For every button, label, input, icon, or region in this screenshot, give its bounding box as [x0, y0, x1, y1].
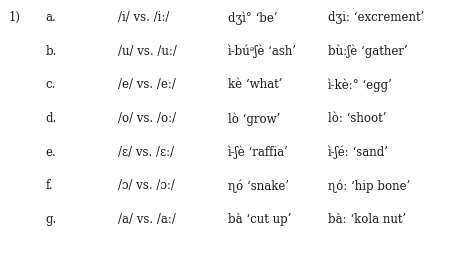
Text: bàː ‘kola nut’: bàː ‘kola nut’: [328, 213, 406, 226]
Text: /i/ vs. /iː/: /i/ vs. /iː/: [118, 11, 170, 24]
Text: g.: g.: [46, 213, 57, 226]
Text: bùːʃè ‘gather’: bùːʃè ‘gather’: [328, 45, 407, 58]
Text: ì-kèː° ‘egg’: ì-kèː° ‘egg’: [328, 78, 393, 92]
Text: ɳóː ‘hip bone’: ɳóː ‘hip bone’: [328, 179, 410, 193]
Text: ì-ʃéː ‘sand’: ì-ʃéː ‘sand’: [328, 146, 389, 159]
Text: e.: e.: [46, 146, 56, 158]
Text: d.: d.: [46, 112, 57, 125]
Text: bà ‘cut up’: bà ‘cut up’: [228, 213, 291, 226]
Text: a.: a.: [46, 11, 56, 24]
Text: /ɔ/ vs. /ɔː/: /ɔ/ vs. /ɔː/: [118, 179, 175, 192]
Text: lòː ‘shoot’: lòː ‘shoot’: [328, 112, 386, 125]
Text: /ɛ/ vs. /ɛː/: /ɛ/ vs. /ɛː/: [118, 146, 174, 158]
Text: lò ‘grow’: lò ‘grow’: [228, 112, 280, 125]
Text: 1): 1): [9, 11, 21, 24]
Text: /a/ vs. /aː/: /a/ vs. /aː/: [118, 213, 176, 226]
Text: /o/ vs. /oː/: /o/ vs. /oː/: [118, 112, 177, 125]
Text: dʒì° ‘be’: dʒì° ‘be’: [228, 11, 277, 25]
Text: ì-búᵊʃè ‘ash’: ì-búᵊʃè ‘ash’: [228, 45, 297, 58]
Text: /e/ vs. /eː/: /e/ vs. /eː/: [118, 78, 176, 91]
Text: ì-ʃè ‘raffia’: ì-ʃè ‘raffia’: [228, 146, 288, 159]
Text: b.: b.: [46, 45, 57, 58]
Text: c.: c.: [46, 78, 56, 91]
Text: ɳó ‘snake’: ɳó ‘snake’: [228, 179, 288, 193]
Text: /u/ vs. /uː/: /u/ vs. /uː/: [118, 45, 177, 58]
Text: kè ‘what’: kè ‘what’: [228, 78, 282, 91]
Text: dʒiː ‘excrement’: dʒiː ‘excrement’: [328, 11, 424, 24]
Text: f.: f.: [46, 179, 53, 192]
